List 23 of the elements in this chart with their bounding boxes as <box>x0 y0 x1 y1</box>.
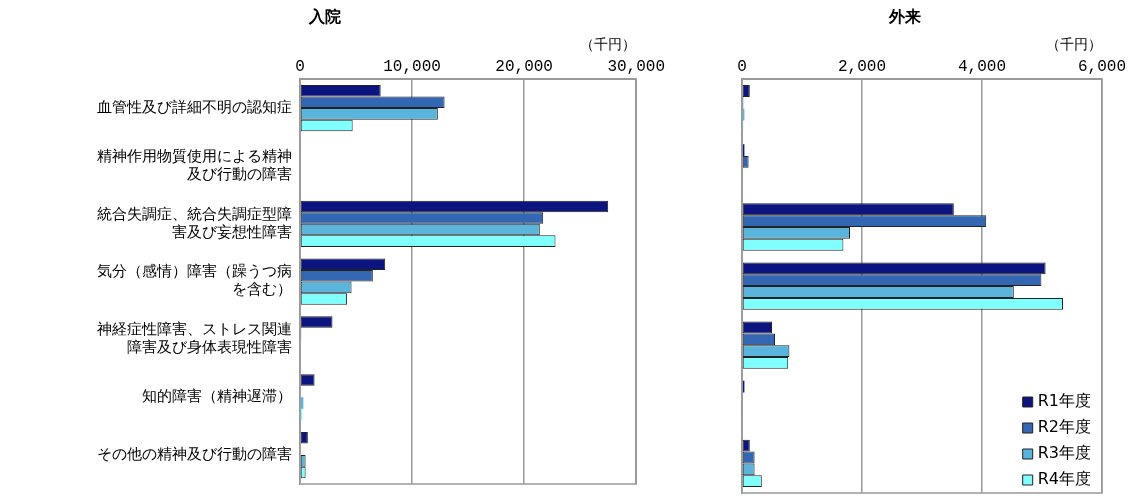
x-tick-label: 6,000 <box>1077 57 1126 76</box>
legend-label: R3年度 <box>1037 443 1091 463</box>
y-tick-label: 気分（感情）障害（躁うつ病を含む） <box>97 262 292 299</box>
x-tick-label: 20,000 <box>495 57 553 76</box>
legend-label: R4年度 <box>1037 469 1091 489</box>
x-tick-label: 0 <box>737 57 747 76</box>
x-tick-label: 10,000 <box>383 57 441 76</box>
y-tick-label: 血管性及び詳細不明の認知症 <box>97 98 292 116</box>
x-tick-label: 4,000 <box>957 57 1007 76</box>
legend-label: R1年度 <box>1037 391 1091 411</box>
x-axis-title: （千円） <box>1046 36 1102 53</box>
x-tick-label: 30,000 <box>607 57 665 76</box>
x-axis-title: （千円） <box>580 36 637 53</box>
y-tick-label: 知的障害（精神遅滞） <box>142 387 292 406</box>
x-tick-label: 0 <box>295 57 305 76</box>
y-tick-label: 精神作用物質使用による精神及び行動の障害 <box>97 146 292 183</box>
chart-title: 外来 <box>887 6 921 26</box>
chart-title: 入院 <box>308 6 341 26</box>
legend-label: R2年度 <box>1037 417 1091 437</box>
x-tick-label: 2,000 <box>837 57 887 76</box>
y-tick-label: 統合失調症、統合失調症型障害及び妄想性障害 <box>97 204 292 241</box>
y-tick-label: その他の精神及び行動の障害 <box>97 444 292 463</box>
y-tick-label: 神経症性障害、ストレス関連障害及び身体表現性障害 <box>97 320 292 357</box>
